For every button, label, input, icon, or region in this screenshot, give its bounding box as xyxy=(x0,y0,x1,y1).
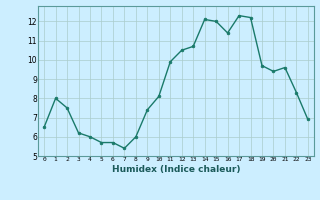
X-axis label: Humidex (Indice chaleur): Humidex (Indice chaleur) xyxy=(112,165,240,174)
